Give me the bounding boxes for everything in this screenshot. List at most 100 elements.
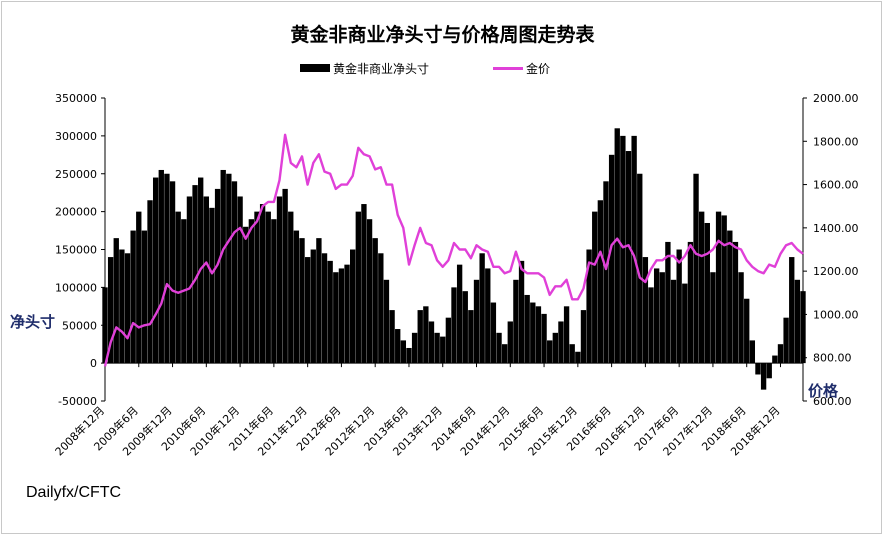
bar: [608, 154, 615, 364]
bar: [760, 363, 767, 390]
bar: [265, 211, 271, 364]
chart-title: 黄金非商业净头寸与价格周图走势表: [290, 24, 595, 46]
bar: [755, 363, 761, 375]
bar: [361, 204, 367, 364]
bar: [507, 321, 513, 364]
bar: [670, 279, 677, 364]
bar-series-net-position: [102, 128, 806, 390]
bar: [434, 332, 440, 364]
y-right-tick-label: 800.00: [813, 352, 852, 365]
bar: [597, 200, 604, 364]
bar: [603, 181, 609, 364]
bar: [682, 283, 688, 364]
bar: [631, 135, 637, 364]
bar: [699, 211, 705, 364]
bar: [192, 185, 198, 364]
y-left-tick-label: 150000: [55, 244, 97, 257]
bar: [462, 291, 468, 364]
y-right-tick-label: 600.00: [813, 395, 852, 408]
bar: [772, 355, 778, 364]
bar: [304, 257, 311, 364]
legend-swatch-gold-price: [493, 67, 523, 70]
bar: [344, 264, 350, 364]
bar: [299, 238, 305, 364]
bar: [496, 332, 502, 364]
bar: [637, 173, 643, 364]
bar: [552, 332, 558, 364]
bar: [214, 188, 221, 364]
bar: [766, 363, 772, 379]
y-left-tick-label: 250000: [55, 168, 97, 181]
bar: [473, 279, 480, 364]
bar: [220, 169, 226, 364]
bar: [592, 211, 598, 364]
bar: [231, 181, 238, 364]
bar: [653, 268, 660, 364]
bar: [777, 344, 784, 364]
bar: [541, 313, 547, 364]
y-right-tick-label: 1000.00: [813, 308, 859, 321]
bar: [321, 253, 328, 364]
bar: [383, 279, 390, 364]
bar: [749, 340, 756, 364]
bar: [445, 317, 452, 364]
bar: [569, 344, 575, 364]
bar: [575, 351, 581, 364]
bar: [327, 260, 333, 364]
bar: [687, 241, 694, 364]
bar: [372, 238, 378, 364]
bar: [158, 169, 164, 364]
y-axis-left-label: 净头寸: [10, 313, 56, 331]
bar: [130, 230, 136, 364]
bar: [490, 302, 497, 364]
bar: [727, 230, 733, 364]
bar: [423, 306, 429, 364]
bar: [794, 279, 801, 364]
bar: [276, 196, 283, 364]
y-left-tick-label: 50000: [62, 319, 97, 332]
bar: [479, 253, 485, 364]
bar: [586, 249, 592, 364]
y-left-tick-label: 300000: [55, 130, 97, 143]
bar: [535, 306, 542, 364]
y-left-tick-label: 0: [90, 357, 97, 370]
bar: [136, 211, 142, 364]
bar: [271, 219, 277, 364]
bar: [259, 204, 266, 364]
bar: [665, 241, 671, 364]
bar: [119, 249, 125, 364]
bar: [789, 257, 795, 364]
bar: [209, 207, 215, 364]
bar: [558, 321, 564, 364]
bar: [366, 219, 373, 364]
bar: [456, 264, 463, 364]
bar: [102, 287, 108, 364]
bar: [175, 211, 181, 364]
bar: [547, 340, 553, 364]
bar: [164, 173, 170, 364]
bar: [333, 272, 339, 364]
bar: [107, 257, 114, 364]
bar: [248, 219, 255, 364]
bar: [389, 310, 395, 364]
bar: [282, 188, 288, 364]
y-left-tick-label: 100000: [55, 281, 97, 294]
bar: [642, 257, 649, 364]
legend-swatch-net-position: [300, 64, 330, 72]
y-left-tick-label: 200000: [55, 206, 97, 219]
bar: [800, 291, 806, 364]
y-right-tick-label: 1800.00: [813, 135, 859, 148]
line-series-gold-price: [103, 133, 804, 367]
bar: [226, 173, 232, 364]
bar: [203, 196, 209, 364]
bar: [659, 272, 665, 364]
y-right-tick-label: 1400.00: [813, 222, 859, 235]
bar: [710, 272, 716, 364]
bar: [440, 336, 446, 364]
legend-label-gold-price: 金价: [526, 62, 551, 76]
bar: [169, 181, 176, 364]
bar: [141, 230, 148, 364]
bar: [468, 310, 474, 364]
bar: [451, 287, 457, 364]
bar: [648, 287, 654, 364]
